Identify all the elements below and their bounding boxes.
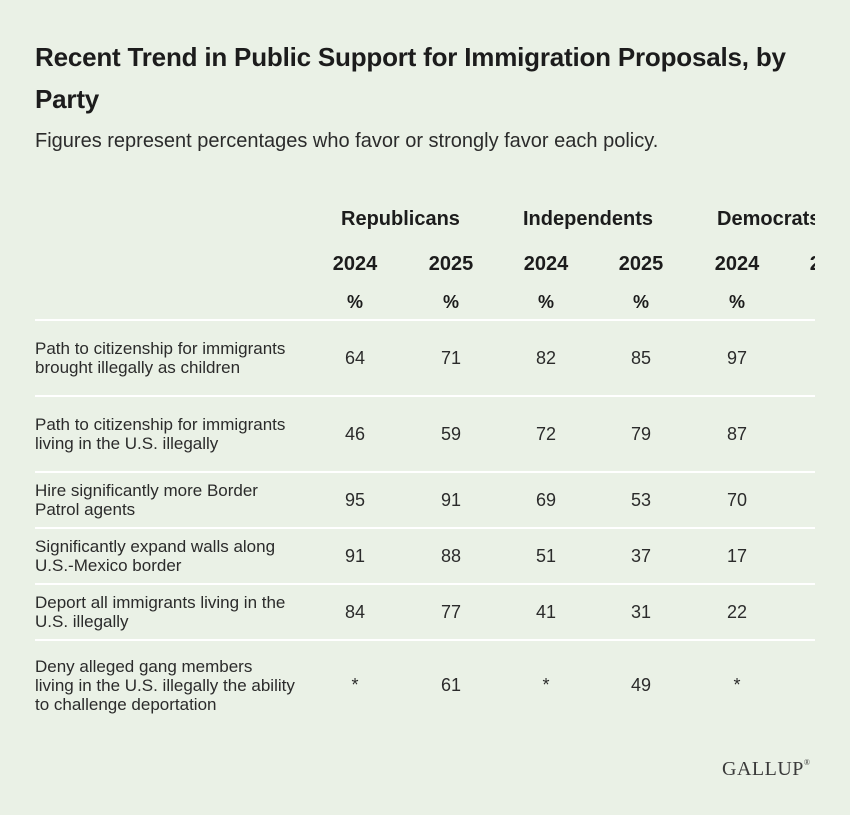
table-cell: 70 [726,490,748,510]
table-cell: 17 [726,546,748,566]
row-label: Path to citizenship for immigrants livin… [35,415,286,453]
row-label: Hire significantly more Border Patrol ag… [35,481,258,519]
unit-header: % [632,292,649,312]
table-cell: 88 [440,546,462,566]
table-cell: 84 [344,602,366,622]
table-cell: 22 [726,602,748,622]
group-header-independents: Independents [523,208,654,230]
row-label: Significantly expand walls along U.S.-Me… [35,537,276,575]
row-divider [35,319,815,321]
table-cell: 97 [726,348,748,368]
table-cell: 49 [630,675,652,695]
table-cell: 37 [630,546,652,566]
group-header-republicans: Republicans [341,208,460,230]
unit-header: % [792,292,815,313]
year-header: 2025 [792,253,815,276]
table-cell: 31 [630,602,652,622]
table-cell: 91 [344,546,366,566]
table-cell: 95 [344,490,366,510]
table-cell: 59 [440,424,462,444]
table-cell: 46 [344,424,366,444]
row-label: Path to citizenship for immigrants broug… [35,339,286,377]
table-cell: 77 [440,602,462,622]
year-header: 2025 [618,253,664,275]
chart-subtitle: Figures represent percentages who favor … [35,130,659,152]
table-cell: 85 [630,348,652,368]
year-header: 2024 [523,253,569,275]
gallup-logo: GALLUP® [722,758,811,780]
table-cell: * [542,675,550,695]
table-cell: 53 [630,490,652,510]
table-cell: * [733,675,741,695]
table-cell: 72 [535,424,557,444]
row-label: Deny alleged gang members living in the … [35,656,295,714]
row-divider [35,527,815,529]
table-cell: 79 [630,424,652,444]
table-cell: 71 [440,348,462,368]
unit-header: % [346,292,363,312]
table-cell: 41 [535,602,557,622]
chart-title: Recent Trend in Public Support for Immig… [35,42,786,114]
row-divider [35,471,815,473]
row-label: Deport all immigrants living in the U.S.… [35,593,286,631]
row-divider [35,395,815,397]
row-divider [35,639,815,641]
table-cell: 61 [440,675,462,695]
table-cell: 87 [726,424,748,444]
unit-header: % [537,292,554,312]
year-header: 2025 [428,253,474,275]
group-header-democrats: Democrats [717,208,815,230]
year-header: 2024 [332,253,378,275]
year-header: 2024 [714,253,760,275]
data-table: Republicans Independents Democrats 2024% 202… [35,200,815,740]
table-cell: 51 [535,546,557,566]
table-cell: 64 [344,348,366,368]
table-cell: 69 [535,490,557,510]
unit-header: % [442,292,459,312]
table-cell: * [351,675,359,695]
table-cell: 82 [535,348,557,368]
table-cell: 91 [440,490,462,510]
row-divider [35,583,815,585]
unit-header: % [728,292,745,312]
